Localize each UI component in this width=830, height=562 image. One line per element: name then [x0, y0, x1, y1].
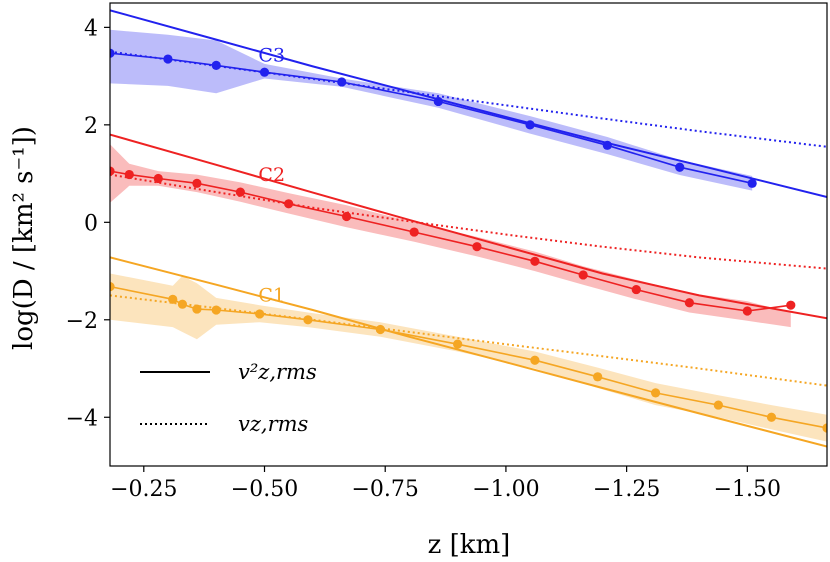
plot-area: C3 C2 C1 — [110, 9, 827, 448]
x-tick-label: −1.50 — [714, 477, 781, 502]
data-point-c1 — [211, 305, 221, 315]
solid-fit-c2 — [110, 133, 827, 320]
data-point-c3 — [259, 67, 270, 77]
data-point-c2 — [284, 199, 294, 209]
x-tick-label: −0.50 — [231, 477, 298, 502]
data-point-c1 — [650, 388, 661, 398]
data-point-c3 — [602, 140, 612, 150]
data-point-c3 — [675, 162, 685, 172]
y-axis-label: log(D / [km² s⁻¹]) — [9, 126, 39, 350]
data-point-c1 — [303, 315, 313, 325]
x-tick-label: −0.25 — [110, 477, 177, 502]
data-point-c2 — [742, 306, 752, 316]
y-tick-label: 2 — [84, 114, 98, 139]
data-point-c1 — [593, 372, 603, 382]
data-point-c3 — [163, 54, 173, 64]
data-point-c2 — [409, 227, 419, 237]
dotted-fit-c2 — [110, 173, 827, 270]
annotation-c3: C3 — [258, 44, 285, 66]
data-point-c3 — [433, 96, 443, 107]
data-point-c1 — [822, 423, 827, 433]
data-point-c3 — [211, 60, 221, 70]
x-axis-label: z [km] — [428, 530, 511, 560]
data-point-c1 — [177, 299, 188, 309]
y-tick-label: 0 — [84, 211, 98, 236]
x-tick-label: −1.25 — [593, 477, 660, 502]
data-line-c3 — [110, 52, 753, 185]
legend: v²z,rms vz,rms — [140, 360, 317, 436]
data-point-c2 — [472, 242, 482, 252]
legend-label-solid: v²z,rms — [238, 360, 317, 384]
band-c2 — [110, 144, 791, 328]
dotted-fit-c1 — [110, 294, 827, 387]
data-point-c3 — [747, 178, 757, 188]
data-point-c2 — [341, 211, 352, 222]
data-point-c2 — [786, 300, 796, 310]
solid-fit-c1 — [110, 256, 827, 448]
x-tick-label: −1.00 — [472, 477, 539, 502]
data-point-c2 — [124, 169, 134, 180]
data-point-c1 — [713, 400, 723, 410]
band-c3 — [110, 29, 753, 191]
data-point-c2 — [235, 187, 245, 197]
data-point-c2 — [578, 270, 588, 280]
plot-frame — [109, 2, 828, 467]
data-point-c3 — [525, 120, 535, 130]
data-point-c1 — [192, 304, 202, 314]
data-point-c1 — [530, 355, 540, 365]
data-point-c1 — [766, 412, 777, 422]
y-tick-label: 4 — [84, 16, 98, 41]
y-tick-label: −2 — [66, 309, 98, 334]
y-tick-label: −4 — [66, 406, 98, 431]
data-point-c1 — [375, 324, 385, 335]
annotation-c1: C1 — [258, 284, 285, 306]
data-point-c2 — [631, 284, 641, 295]
x-tick-label: −0.75 — [352, 477, 419, 502]
annotation-c2: C2 — [258, 164, 285, 186]
dotted-fit-c3 — [110, 50, 827, 148]
data-point-c1 — [110, 282, 115, 292]
data-point-c2 — [110, 166, 115, 176]
data-point-c1 — [168, 294, 178, 304]
data-point-c2 — [530, 256, 540, 266]
data-point-c2 — [684, 298, 694, 308]
legend-label-dotted: vz,rms — [238, 412, 309, 436]
data-point-c1 — [255, 309, 265, 319]
data-point-c3 — [337, 77, 347, 87]
data-point-c2 — [153, 173, 163, 184]
data-point-c2 — [192, 178, 202, 188]
data-point-c3 — [110, 48, 115, 58]
data-point-c1 — [453, 339, 463, 349]
axes: −0.25 −0.50 −0.75 −1.00 −1.25 −1.50 −4 −2 0 2 4 — [66, 2, 828, 502]
solid-fit-c3 — [110, 9, 827, 198]
